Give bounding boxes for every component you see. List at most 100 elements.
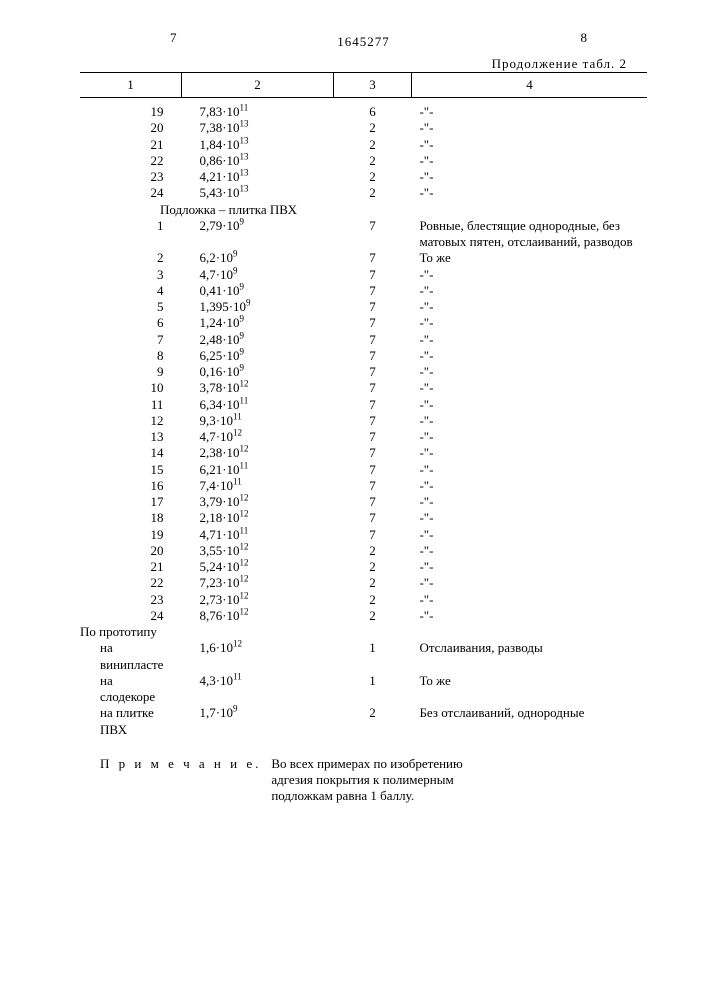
proto-col3: 2 (333, 705, 411, 738)
row-num: 8 (80, 348, 181, 364)
proto-col4: То же (411, 673, 647, 706)
table-body: 197,83·10116-"-207,38·10132-"-211,84·101… (80, 104, 647, 738)
table-row: 34,7·1097-"- (80, 267, 647, 283)
row-value: 6,34·1011 (181, 397, 333, 413)
row-col3: 2 (333, 120, 411, 136)
table-row: 142,38·10127-"- (80, 445, 647, 461)
row-col4: -"- (411, 397, 647, 413)
row-col4: -"- (411, 364, 647, 380)
row-col3: 7 (333, 250, 411, 266)
row-col4: -"- (411, 104, 647, 120)
row-col4: -"- (411, 348, 647, 364)
proto-substrate: на слодекоре (80, 673, 181, 706)
row-value: 7,38·1013 (181, 120, 333, 136)
row-num: 21 (80, 137, 181, 153)
row-col3: 2 (333, 592, 411, 608)
row-col3: 2 (333, 543, 411, 559)
table-row: 197,83·10116-"- (80, 104, 647, 120)
row-num: 23 (80, 169, 181, 185)
prototype-row: на плитке ПВХ1,7·1092Без отслаиваний, од… (80, 705, 647, 738)
table-row: 156,21·10117-"- (80, 462, 647, 478)
prototype-row: на винипласте1,6·10121Отслаивания, разво… (80, 640, 647, 673)
row-value: 0,86·1013 (181, 153, 333, 169)
row-value: 8,76·1012 (181, 608, 333, 624)
row-value: 3,55·1012 (181, 543, 333, 559)
table-row: 134,7·10127-"- (80, 429, 647, 445)
row-col4: -"- (411, 445, 647, 461)
proto-substrate: на винипласте (80, 640, 181, 673)
row-value: 3,79·1012 (181, 494, 333, 510)
proto-col3: 1 (333, 673, 411, 706)
row-col3: 7 (333, 348, 411, 364)
row-col3: 7 (333, 315, 411, 331)
header-row: 1 2 3 4 (80, 73, 647, 98)
row-value: 9,3·1011 (181, 413, 333, 429)
row-num: 21 (80, 559, 181, 575)
table-row: 72,48·1097-"- (80, 332, 647, 348)
table-row: 167,4·10117-"- (80, 478, 647, 494)
row-value: 7,83·1011 (181, 104, 333, 120)
row-col3: 2 (333, 559, 411, 575)
row-value: 2,73·1012 (181, 592, 333, 608)
row-value: 1,395·109 (181, 299, 333, 315)
row-col3: 6 (333, 104, 411, 120)
row-col3: 7 (333, 494, 411, 510)
row-col4: -"- (411, 137, 647, 153)
row-num: 24 (80, 608, 181, 624)
row-col3: 7 (333, 397, 411, 413)
row-num: 23 (80, 592, 181, 608)
row-value: 2,38·1012 (181, 445, 333, 461)
row-num: 12 (80, 413, 181, 429)
row-col4: -"- (411, 429, 647, 445)
substrate-row: Подложка – плитка ПВХ (80, 202, 647, 218)
row-num: 11 (80, 397, 181, 413)
table-row: 182,18·10127-"- (80, 510, 647, 526)
row-value: 5,43·1013 (181, 185, 333, 201)
col-header-1: 1 (80, 73, 181, 98)
row-num: 2 (80, 250, 181, 266)
row-col4: -"- (411, 120, 647, 136)
continuation-label: Продолжение табл. 2 (80, 56, 627, 72)
table-row: 116,34·10117-"- (80, 397, 647, 413)
row-col3: 7 (333, 429, 411, 445)
row-value: 6,25·109 (181, 348, 333, 364)
row-col3: 2 (333, 153, 411, 169)
row-num: 17 (80, 494, 181, 510)
note-text: Во всех примерах по изобретению адгезия … (271, 756, 501, 804)
row-num: 3 (80, 267, 181, 283)
row-col3: 7 (333, 445, 411, 461)
row-col4: -"- (411, 543, 647, 559)
row-col4: -"- (411, 462, 647, 478)
table-row: 245,43·10132-"- (80, 185, 647, 201)
prototype-header: По прототипу (80, 624, 647, 640)
row-value: 4,7·1012 (181, 429, 333, 445)
row-col4: -"- (411, 608, 647, 624)
table-row: 12,79·1097Ровные, блестящие однородные, … (80, 218, 647, 251)
table-row: 51,395·1097-"- (80, 299, 647, 315)
row-col3: 7 (333, 380, 411, 396)
note-label: П р и м е ч а н и е. (100, 756, 261, 804)
row-value: 3,78·1012 (181, 380, 333, 396)
row-col4: -"- (411, 559, 647, 575)
row-value: 6,21·1011 (181, 462, 333, 478)
table-row: 232,73·10122-"- (80, 592, 647, 608)
row-num: 1 (80, 218, 181, 251)
row-col3: 7 (333, 510, 411, 526)
table-row: 173,79·10127-"- (80, 494, 647, 510)
proto-col4: Отслаивания, разводы (411, 640, 647, 673)
row-col4: -"- (411, 575, 647, 591)
row-col4: -"- (411, 413, 647, 429)
row-value: 1,24·109 (181, 315, 333, 331)
table-row: 234,21·10132-"- (80, 169, 647, 185)
row-col4: -"- (411, 185, 647, 201)
proto-value: 1,6·1012 (181, 640, 333, 673)
row-col3: 7 (333, 462, 411, 478)
row-num: 20 (80, 120, 181, 136)
row-value: 4,7·109 (181, 267, 333, 283)
table-row: 203,55·10122-"- (80, 543, 647, 559)
proto-substrate: на плитке ПВХ (80, 705, 181, 738)
data-table: 1 2 3 4 197,83·10116-"-207,38·10132-"-21… (80, 72, 647, 738)
row-col4: -"- (411, 267, 647, 283)
prototype-row: на слодекоре4,3·10111То же (80, 673, 647, 706)
table-row: 207,38·10132-"- (80, 120, 647, 136)
